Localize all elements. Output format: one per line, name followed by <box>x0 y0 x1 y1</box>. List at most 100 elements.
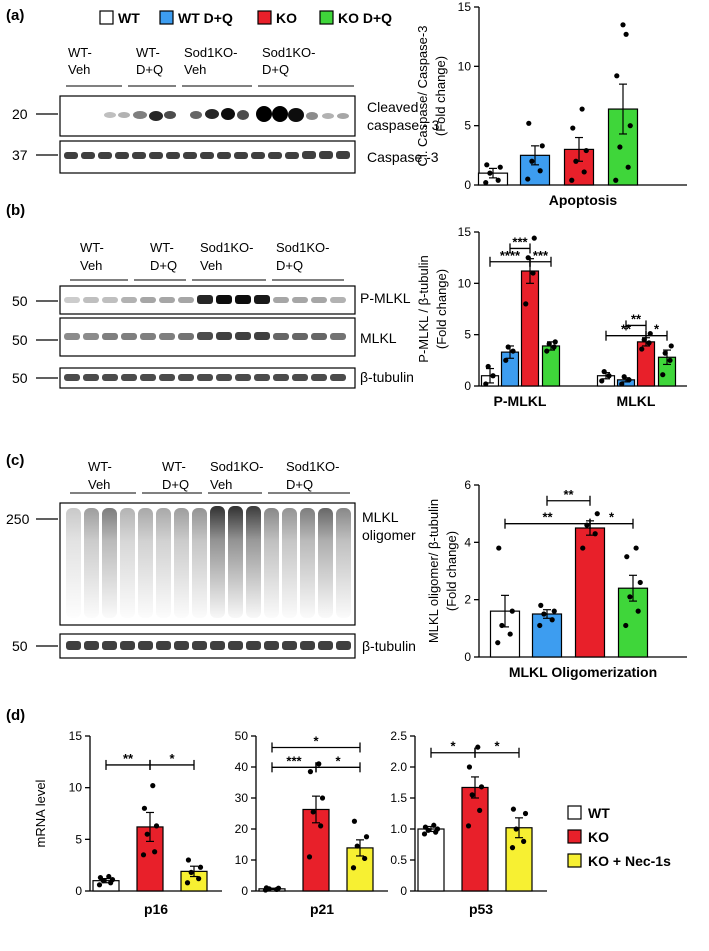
chart-c-c2-point-0 <box>580 545 586 551</box>
chart-a-c3-point-3 <box>627 123 633 129</box>
chart-b-y-tick-label-1: 5 <box>464 328 471 342</box>
chart-a-c2-point-4 <box>570 125 576 131</box>
chart-d2-c1-point-1 <box>318 823 324 829</box>
blot-c-band-label-1-line1: MLKL <box>362 509 399 525</box>
chart-d1-sig-0-label: ** <box>123 751 134 766</box>
chart-c-c3-point-0 <box>623 622 629 629</box>
chart-a-c0-point-0 <box>483 180 489 186</box>
chart-d2-y-tick-label-3: 30 <box>235 791 249 805</box>
chart-b-y-label-0: P-MLKL / β-tubulin <box>416 255 431 362</box>
blot-c-group4-line2: D+Q <box>286 477 313 492</box>
chart-d-p53: 0 0.5 1.0 1.5 2.0 2.5 p53 * * <box>390 729 547 917</box>
blot-c-mlkl-oligomer <box>59 502 356 659</box>
blot-c-group2-line1: WT- <box>162 459 186 474</box>
chart-c-y-label-1: (Fold change) <box>444 531 459 611</box>
chart-a-c2-point-5 <box>579 106 585 112</box>
chart-d3-y-tick-label-3: 1.5 <box>390 791 407 805</box>
blot-c-marker-250: 250 <box>6 511 30 527</box>
chart-a-c1-point-3 <box>539 143 545 149</box>
chart-d2-c0-point-3 <box>275 885 282 891</box>
chart-a-y-tick-label-0: 0 <box>464 178 471 192</box>
legend-a-swatch-wt <box>99 10 114 25</box>
chart-b-g0-c1-point-1 <box>510 348 516 354</box>
chart-c-c3-point-5 <box>633 545 639 551</box>
chart-a-y-tick-label-3: 15 <box>458 0 472 14</box>
chart-d1-c1-point-2 <box>144 831 150 837</box>
chart-a-c2-point-0 <box>569 177 575 183</box>
chart-d3-sig-0-label: * <box>450 739 456 754</box>
chart-a-c0-point-2 <box>487 170 493 176</box>
chart-b-group-label-0: P-MLKL <box>494 393 547 409</box>
chart-c-c1-point-2 <box>541 611 547 617</box>
chart-a-c3-point-0 <box>613 177 619 183</box>
chart-c-y-label-0: MLKL oligomer/ β-tubulin <box>426 499 441 643</box>
chart-c-c3-point-2 <box>627 594 633 600</box>
blot-c-marker-50: 50 <box>12 638 28 654</box>
blot-a-band-label-1-line2: caspase - 3 <box>367 117 440 133</box>
chart-c-y-tick-label-3: 6 <box>464 478 471 492</box>
blot-c-group2-line2: D+Q <box>162 477 189 492</box>
chart-a-c3-point-4 <box>614 73 620 79</box>
chart-d3-c0-point-0 <box>421 831 428 837</box>
legend-d-label-nec: KO + Nec-1s <box>588 853 671 869</box>
chart-c-oligomerization: 0 2 4 6 MLKL oligomer/ β-tubulin (Fold change… <box>426 478 687 680</box>
chart-a-y-label-1: (Fold change) <box>433 56 448 136</box>
chart-c-c3-point-4 <box>624 554 630 560</box>
chart-b-sig-1-label: **** <box>500 248 521 263</box>
chart-b-sig-5-label: * <box>654 322 660 337</box>
chart-d1-c0-point-4 <box>97 874 104 881</box>
chart-c-y-tick-label-0: 0 <box>464 650 471 664</box>
legend-a: WT WT D+Q KO KO D+Q <box>99 10 392 26</box>
blot-c-group3-line1: Sod1KO- <box>210 459 263 474</box>
blot-b-group2-line2: D+Q <box>150 258 177 273</box>
blot-b-group4-line2: D+Q <box>276 258 303 273</box>
chart-d1-c1-point-3 <box>153 823 160 829</box>
blot-b-headers: WT- Veh WT- D+Q Sod1KO- Veh Sod1KO- D+Q <box>80 240 329 273</box>
chart-a-x-label: Apoptosis <box>549 192 618 208</box>
chart-a-c2-point-2 <box>573 158 579 164</box>
chart-c-c0-point-4 <box>496 545 502 551</box>
chart-a-c1-point-2 <box>529 158 535 164</box>
chart-d2-sig-0-label: * <box>313 733 319 748</box>
blot-b-band-label-2: MLKL <box>360 330 397 346</box>
chart-d1-c0-point-5 <box>106 873 112 880</box>
chart-d3-c1-point-1 <box>477 807 483 814</box>
chart-a-apoptosis: 0 5 10 15 Cl. Caspase/ Caspase-3 (Fold change… <box>415 0 687 208</box>
blot-a-marker-37: 37 <box>12 147 28 163</box>
blot-b-group3-line2: Veh <box>200 258 222 273</box>
blot-c-group3-line2: Veh <box>210 477 232 492</box>
blot-b-group4-line1: Sod1KO- <box>276 240 329 255</box>
chart-a-c1-point-0 <box>525 176 531 182</box>
chart-d3-c0-bar <box>417 828 445 892</box>
legend-a-label-wt: WT <box>118 10 140 26</box>
chart-d1-sig-1-label: * <box>169 751 175 766</box>
chart-d3-c2-point-0 <box>509 845 516 851</box>
chart-b-g1-c0-point-0 <box>599 378 605 384</box>
chart-d1-c2-point-1 <box>196 876 202 882</box>
chart-b-g0-c2-point-3 <box>531 235 537 241</box>
chart-d1-c1-point-0 <box>140 852 147 858</box>
blot-b-group1-line1: WT- <box>80 240 104 255</box>
chart-c-c2-point-3 <box>594 511 600 517</box>
chart-c-sig-2-label: * <box>609 510 615 525</box>
legend-a-swatch-ko <box>257 10 272 25</box>
chart-c-sig-0-label: ** <box>563 487 574 502</box>
chart-b-g1-c1-point-1 <box>626 377 632 383</box>
chart-d3-sig-1-label: * <box>494 739 500 754</box>
blot-b-marker-1: 50 <box>12 293 28 309</box>
chart-d3-y-tick-label-1: 0.5 <box>390 853 407 867</box>
chart-c-y-tick-label-2: 4 <box>464 535 471 549</box>
chart-b-y-tick-label-0: 0 <box>464 379 471 393</box>
chart-d1-y-tick-label-1: 5 <box>75 832 82 846</box>
chart-b-g0-c3-point-2 <box>546 341 552 347</box>
blot-a-group3-line1: Sod1KO- <box>184 45 237 60</box>
chart-d3-c2-bar <box>505 827 533 892</box>
chart-b-g1-c2-point-1 <box>646 340 652 346</box>
legend-a-label-ko-dq: KO D+Q <box>338 10 392 26</box>
panel-label-d: (d) <box>6 707 25 724</box>
chart-a-c1-point-1 <box>537 168 543 174</box>
blot-b-group1-line2: Veh <box>80 258 102 273</box>
chart-d3-c1-point-3 <box>478 784 485 790</box>
blot-b-band-label-1: P-MLKL <box>360 290 411 306</box>
blot-a-group2-line1: WT- <box>136 45 160 60</box>
